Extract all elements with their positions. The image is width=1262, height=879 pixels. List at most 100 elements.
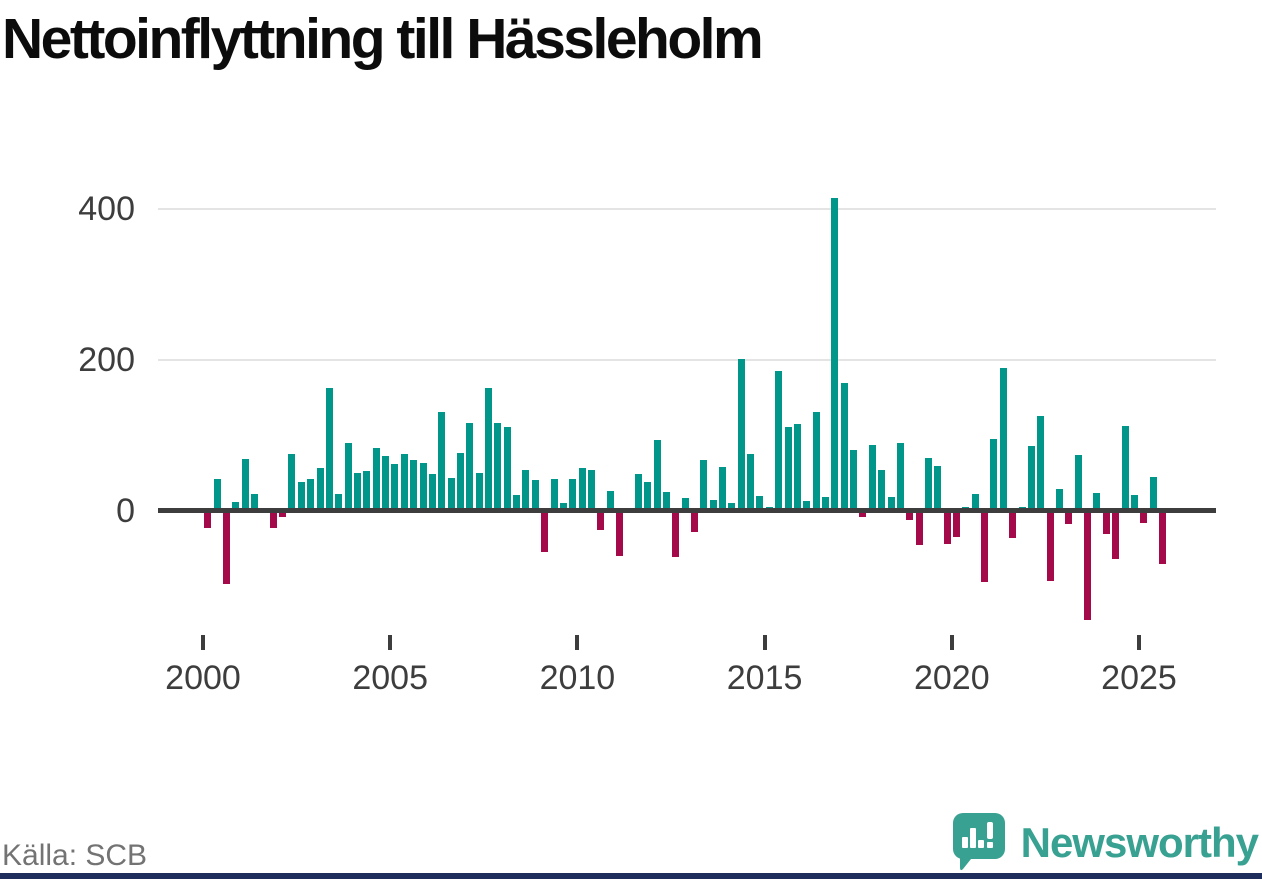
bar-2023-q4	[1093, 492, 1101, 511]
bar-2001-q2	[251, 493, 258, 511]
x-axis-tick-2015	[762, 635, 767, 650]
bar-2023-q2	[1074, 455, 1082, 511]
bar-2016-q4	[831, 198, 839, 511]
bar-2006-q2	[438, 412, 446, 511]
bar-2015-q4	[793, 424, 801, 511]
bar-2019-q1	[915, 511, 923, 545]
bar-2001-q4	[269, 511, 277, 529]
y-axis-label-0: 0	[116, 492, 135, 530]
x-axis-tick-2005	[388, 635, 393, 650]
x-axis-tick-2000	[201, 635, 205, 650]
bar-2005-q3	[410, 459, 418, 511]
bar-2022-q2	[1037, 415, 1045, 511]
bar-2010-q4	[606, 491, 614, 511]
bar-2000-q4	[232, 501, 240, 511]
bar-2019-q3	[934, 465, 942, 511]
bar-2022-q3	[1046, 511, 1054, 581]
bar-2018-q3	[896, 443, 904, 512]
bar-2016-q3	[821, 497, 829, 511]
bar-2002-q2	[288, 453, 296, 511]
bar-2013-q3	[709, 500, 717, 511]
bar-2003-q3	[335, 494, 343, 511]
bar-2006-q4	[456, 452, 464, 511]
x-axis-label-2025: 2025	[1101, 659, 1177, 697]
bar-2011-q1	[616, 511, 623, 557]
bar-2014-q3	[747, 454, 755, 511]
bar-2025-q3	[1158, 511, 1166, 564]
bar-2015-q2	[775, 370, 783, 511]
bar-2008-q1	[503, 427, 511, 511]
bar-2018-q4	[906, 511, 914, 521]
bar-2024-q4	[1130, 495, 1138, 511]
x-axis-label-2005: 2005	[352, 659, 428, 697]
bar-2004-q2	[363, 471, 371, 511]
x-axis-label-2010: 2010	[539, 659, 616, 697]
bar-2022-q1	[1027, 446, 1035, 511]
bar-2013-q1	[690, 511, 698, 533]
bar-2010-q1	[578, 468, 586, 511]
bar-2021-q2	[999, 367, 1007, 511]
bar-2017-q1	[840, 382, 848, 511]
bar-2018-q2	[887, 496, 895, 511]
bar-2012-q3	[672, 511, 680, 558]
bar-2014-q1	[728, 503, 736, 511]
bar-2007-q3	[485, 387, 492, 511]
bar-2002-q3	[297, 481, 305, 511]
zero-baseline	[158, 508, 1216, 513]
bar-2009-q3	[559, 503, 567, 511]
bar-2001-q1	[241, 458, 249, 511]
bar-2024-q3	[1121, 425, 1129, 511]
bar-2020-q4	[981, 511, 989, 582]
bar-2020-q3	[971, 493, 979, 511]
bar-2005-q2	[400, 453, 408, 511]
y-axis-label-200: 200	[78, 341, 135, 379]
bar-2022-q4	[1055, 489, 1063, 511]
bar-2015-q3	[784, 427, 792, 511]
bar-2023-q1	[1065, 511, 1073, 524]
bar-2025-q1	[1140, 511, 1148, 524]
newsworthy-logo-icon	[949, 811, 1007, 876]
bar-2010-q2	[587, 470, 595, 511]
bar-2020-q1	[953, 511, 960, 538]
bar-2005-q1	[391, 464, 399, 511]
bar-2009-q1	[541, 511, 549, 552]
bar-2019-q4	[943, 511, 951, 544]
bar-2008-q2	[513, 495, 521, 511]
bar-2014-q4	[756, 495, 764, 511]
bar-2000-q2	[213, 478, 221, 511]
bar-2004-q1	[353, 472, 361, 511]
x-axis-tick-2010	[575, 635, 580, 650]
bar-2013-q4	[719, 466, 726, 511]
bar-2005-q4	[419, 462, 427, 511]
gridline-400	[158, 208, 1216, 210]
y-axis-label-400: 400	[78, 190, 135, 228]
bar-2014-q2	[737, 359, 745, 511]
bar-2007-q1	[466, 423, 474, 511]
gridline-200	[158, 359, 1216, 361]
x-axis-label-2015: 2015	[726, 659, 803, 697]
bar-2017-q4	[868, 445, 876, 511]
bar-2009-q2	[550, 478, 558, 511]
chart-title: Nettoinflyttning till Hässleholm	[2, 7, 764, 71]
bar-2016-q1	[803, 501, 811, 511]
bar-2000-q3	[222, 511, 230, 584]
bar-2004-q3	[372, 448, 380, 511]
bar-2006-q3	[447, 477, 455, 511]
bar-2011-q3	[634, 474, 642, 511]
bar-2013-q2	[700, 460, 708, 511]
bar-2009-q4	[569, 478, 577, 511]
bar-2021-q3	[1009, 511, 1017, 539]
bar-2012-q4	[681, 498, 689, 511]
bar-2017-q2	[850, 449, 857, 511]
bar-2012-q1	[653, 440, 661, 511]
bar-2004-q4	[382, 455, 389, 511]
bar-2012-q2	[662, 492, 670, 511]
bar-2025-q2	[1149, 477, 1157, 511]
bar-2023-q3	[1084, 511, 1091, 620]
x-axis-tick-2025	[1137, 635, 1141, 650]
bar-2011-q4	[644, 482, 652, 511]
bar-2003-q4	[344, 443, 352, 512]
bar-2024-q1	[1102, 511, 1110, 534]
bar-2008-q4	[531, 480, 539, 511]
